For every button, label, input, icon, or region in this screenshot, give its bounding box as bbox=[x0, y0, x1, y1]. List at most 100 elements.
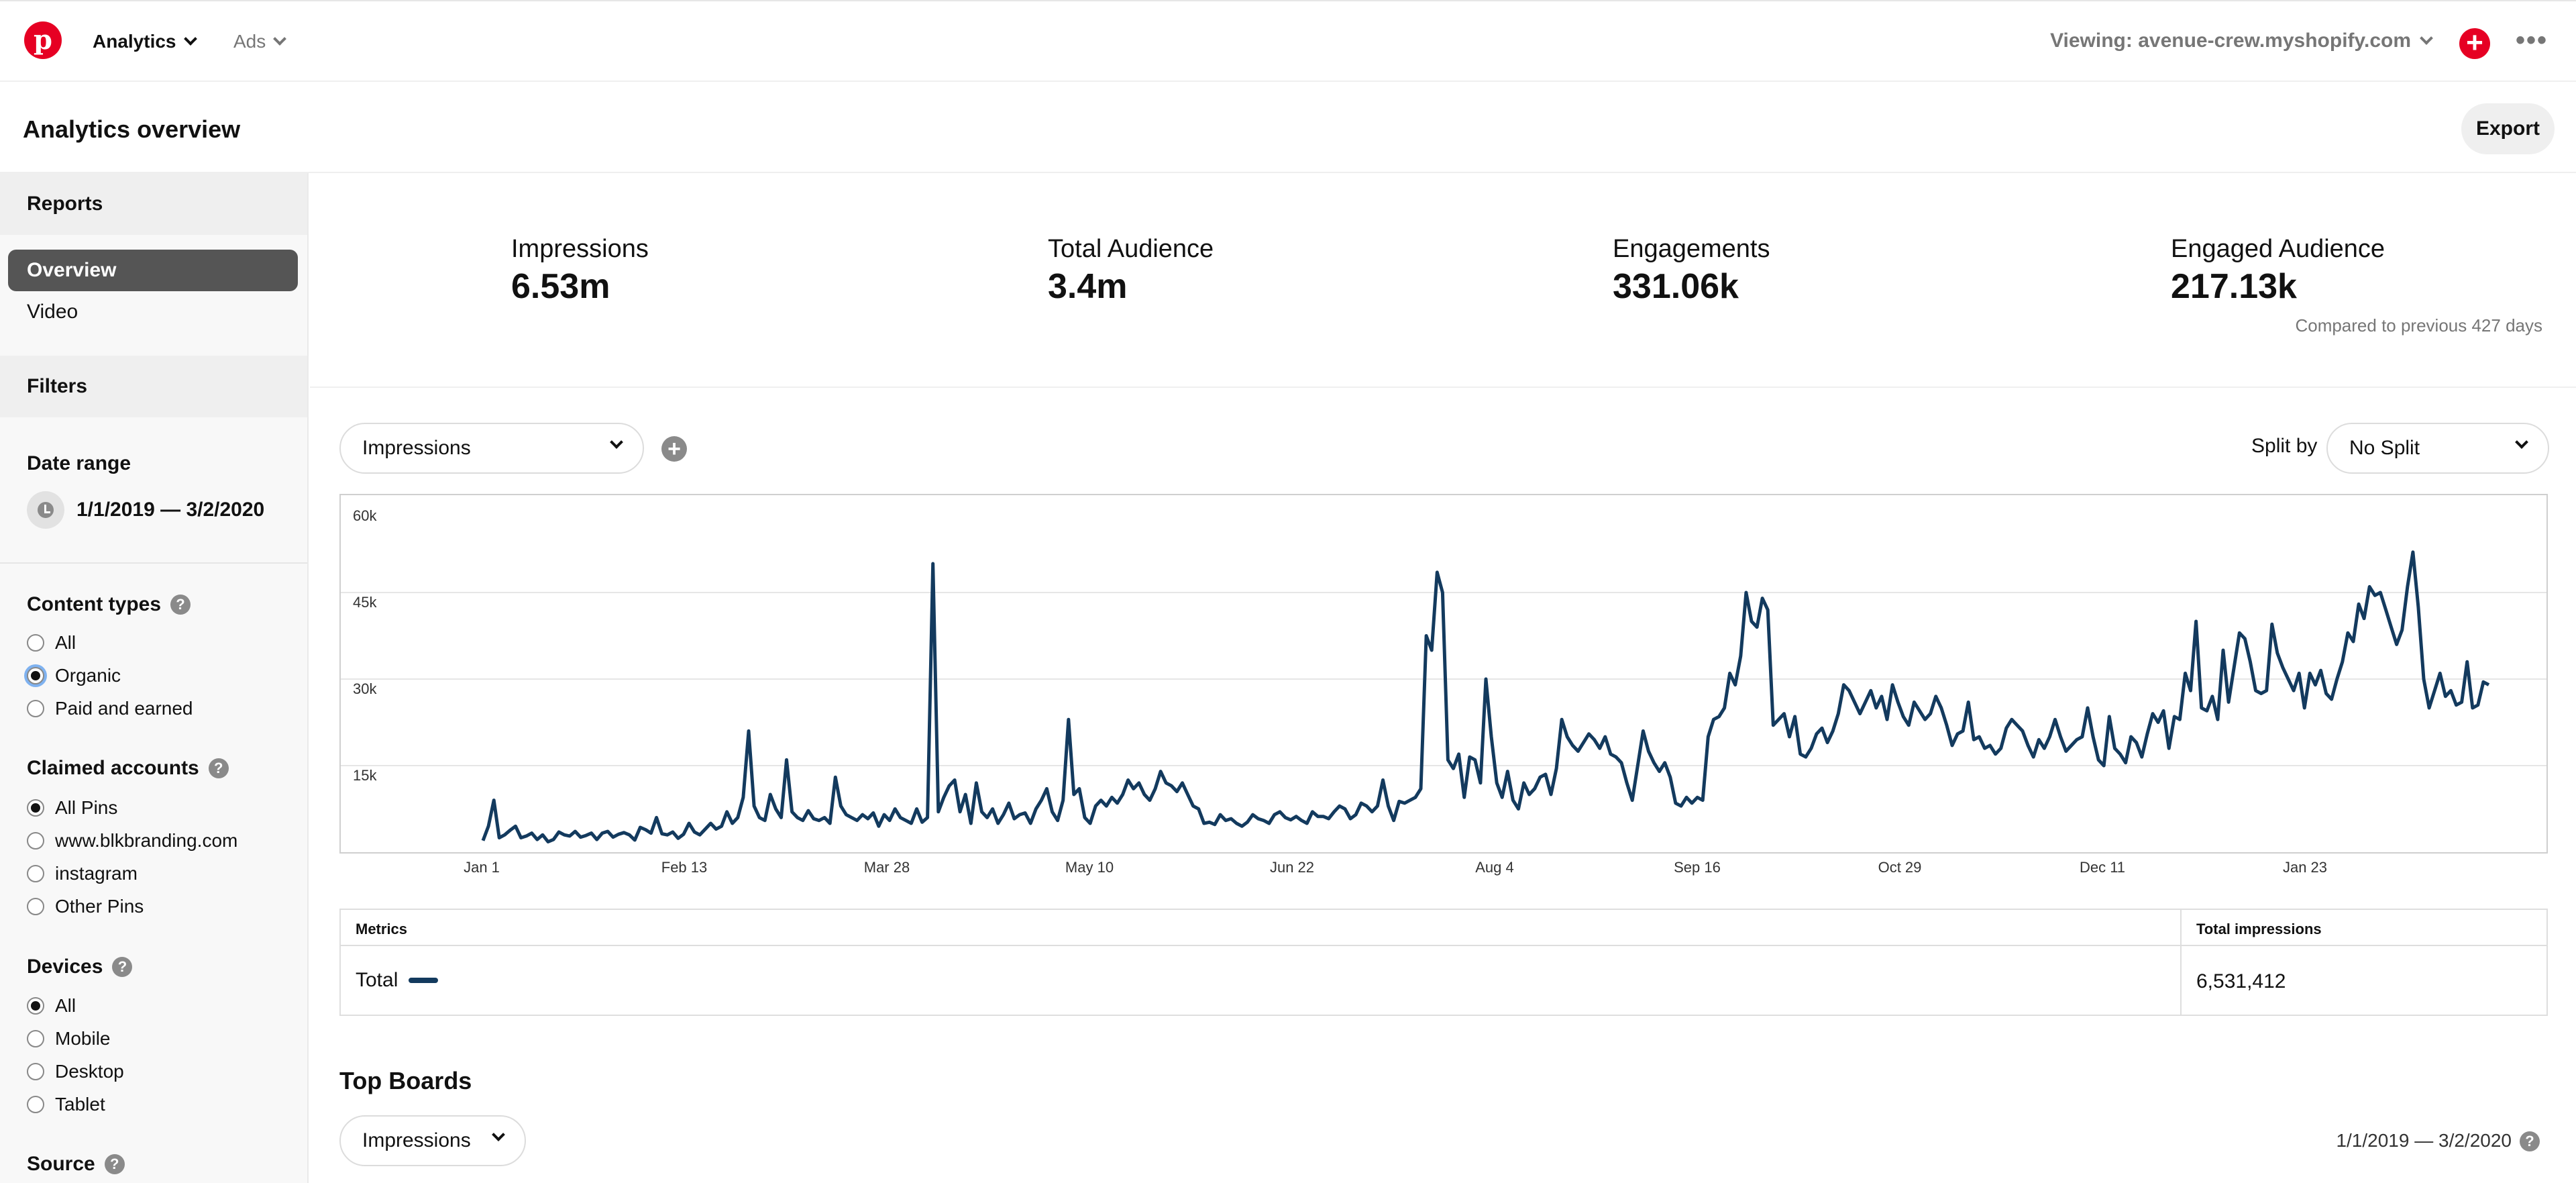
sidebar: Reports Overview Video Filters Date rang… bbox=[0, 173, 309, 1183]
date-range-value: 1/1/2019 — 3/2/2020 bbox=[76, 499, 265, 521]
chevron-down-icon bbox=[492, 1128, 505, 1141]
impressions-chart-svg: 60k 45k 30k 15k bbox=[341, 507, 2546, 843]
ads-menu-label: Ads bbox=[233, 31, 266, 52]
more-options-button[interactable]: ••• bbox=[2516, 25, 2548, 56]
radio-button[interactable] bbox=[27, 634, 44, 652]
filters-heading: Filters bbox=[0, 356, 307, 417]
device-mobile[interactable]: Mobile bbox=[27, 1028, 110, 1049]
top-nav: p Analytics Ads Viewing: avenue-crew.mys… bbox=[0, 0, 2576, 82]
row-total-value: 6,531,412 bbox=[2196, 970, 2286, 992]
metric-select[interactable]: Impressions bbox=[339, 423, 644, 474]
ads-menu[interactable]: Ads bbox=[233, 31, 287, 52]
content-type-organic[interactable]: Organic bbox=[27, 665, 121, 686]
stat-value: 6.53m bbox=[511, 267, 610, 306]
claimed-account-blkbranding[interactable]: www.blkbranding.com bbox=[27, 830, 237, 852]
help-icon[interactable]: ? bbox=[112, 957, 133, 977]
impressions-chart: 60k 45k 30k 15k bbox=[339, 494, 2548, 854]
x-tick-label: Feb 13 bbox=[661, 859, 708, 876]
table-header: Metrics Total impressions bbox=[341, 910, 2546, 946]
help-icon[interactable]: ? bbox=[2520, 1131, 2540, 1151]
row-total: Total bbox=[356, 969, 439, 992]
col-metrics: Metrics bbox=[356, 921, 408, 937]
split-by-label: Split by bbox=[2251, 435, 2318, 457]
radio-button[interactable] bbox=[27, 865, 44, 882]
help-icon[interactable]: ? bbox=[208, 758, 229, 778]
stat-value: 217.13k bbox=[2171, 267, 2297, 306]
device-tablet[interactable]: Tablet bbox=[27, 1094, 105, 1115]
top-boards-metric-select[interactable]: Impressions bbox=[339, 1115, 526, 1166]
y-tick-label: 60k bbox=[353, 507, 377, 524]
viewing-label: Viewing: avenue-crew.myshopify.com bbox=[2050, 30, 2411, 52]
content-type-all[interactable]: All bbox=[27, 632, 76, 654]
device-all[interactable]: All bbox=[27, 995, 76, 1017]
analytics-menu[interactable]: Analytics bbox=[93, 31, 197, 52]
date-range-picker[interactable]: 1/1/2019 — 3/2/2020 bbox=[27, 491, 264, 529]
top-boards-title: Top Boards bbox=[339, 1067, 472, 1094]
ellipsis-icon: ••• bbox=[2516, 25, 2548, 55]
stat-value: 331.06k bbox=[1613, 267, 1739, 306]
help-icon[interactable]: ? bbox=[170, 595, 191, 615]
viewing-account-switcher[interactable]: Viewing: avenue-crew.myshopify.com bbox=[2050, 30, 2433, 52]
radio-button[interactable] bbox=[27, 832, 44, 850]
x-tick-label: Sep 16 bbox=[1674, 859, 1721, 876]
device-desktop[interactable]: Desktop bbox=[27, 1061, 124, 1082]
compared-note: Compared to previous 427 days bbox=[2295, 315, 2542, 336]
x-tick-label: May 10 bbox=[1065, 859, 1114, 876]
plus-icon: + bbox=[2466, 26, 2483, 59]
sidebar-item-video[interactable]: Video bbox=[27, 301, 78, 323]
split-select-value: No Split bbox=[2349, 437, 2420, 459]
stat-value: 3.4m bbox=[1048, 267, 1128, 306]
help-icon[interactable]: ? bbox=[104, 1154, 125, 1174]
top-boards-date-range: 1/1/2019 — 3/2/2020 bbox=[2336, 1130, 2512, 1151]
chevron-down-icon bbox=[610, 435, 623, 449]
pinterest-logo-icon[interactable]: p bbox=[24, 21, 62, 59]
stat-impressions: Impressions 6.53m bbox=[511, 235, 649, 307]
analytics-menu-label: Analytics bbox=[93, 31, 176, 52]
x-tick-label: Jan 1 bbox=[464, 859, 500, 876]
create-button[interactable]: + bbox=[2459, 28, 2490, 59]
metrics-table: Metrics Total impressions Total 6,531,41… bbox=[339, 909, 2548, 1016]
x-tick-label: Aug 4 bbox=[1475, 859, 1514, 876]
radio-button[interactable] bbox=[27, 1063, 44, 1080]
top-boards-select-value: Impressions bbox=[362, 1129, 471, 1151]
stat-label: Engaged Audience bbox=[2171, 235, 2385, 263]
chevron-down-icon bbox=[273, 32, 287, 46]
add-metric-button[interactable]: + bbox=[661, 436, 687, 462]
col-total-impressions: Total impressions bbox=[2196, 921, 2322, 937]
chevron-down-icon bbox=[183, 32, 197, 46]
split-select[interactable]: No Split bbox=[2326, 423, 2549, 474]
claimed-account-all-pins[interactable]: All Pins bbox=[27, 797, 117, 819]
y-tick-label: 15k bbox=[353, 767, 377, 784]
source-label: Source ? bbox=[27, 1153, 125, 1176]
table-row: Total 6,531,412 bbox=[341, 946, 2546, 1016]
stat-label: Engagements bbox=[1613, 235, 1770, 263]
radio-button[interactable] bbox=[27, 1030, 44, 1047]
stat-engaged-audience: Engaged Audience 217.13k bbox=[2171, 235, 2385, 307]
divider bbox=[0, 562, 307, 564]
clock-icon bbox=[27, 491, 64, 529]
export-button[interactable]: Export bbox=[2461, 103, 2555, 154]
stat-total-audience: Total Audience 3.4m bbox=[1048, 235, 1214, 307]
radio-button[interactable] bbox=[27, 799, 44, 817]
claimed-account-instagram[interactable]: instagram bbox=[27, 863, 138, 884]
content-type-paid-and-earned[interactable]: Paid and earned bbox=[27, 698, 193, 719]
radio-button[interactable] bbox=[27, 898, 44, 915]
page-header: Analytics overview Export bbox=[0, 82, 2576, 173]
date-range-label: Date range bbox=[27, 452, 131, 474]
claimed-accounts-label: Claimed accounts ? bbox=[27, 757, 229, 780]
reports-heading: Reports bbox=[0, 173, 307, 235]
x-tick-label: Mar 28 bbox=[863, 859, 910, 876]
radio-button[interactable] bbox=[27, 997, 44, 1015]
claimed-account-other-pins[interactable]: Other Pins bbox=[27, 896, 144, 917]
content-types-label: Content types ? bbox=[27, 593, 191, 616]
radio-button[interactable] bbox=[27, 667, 44, 684]
page-title: Analytics overview bbox=[23, 115, 241, 143]
radio-button[interactable] bbox=[27, 1096, 44, 1113]
radio-button[interactable] bbox=[27, 700, 44, 717]
chevron-down-icon bbox=[2515, 435, 2528, 449]
sidebar-item-overview[interactable]: Overview bbox=[8, 250, 298, 291]
metric-select-value: Impressions bbox=[362, 437, 471, 459]
stat-engagements: Engagements 331.06k bbox=[1613, 235, 1770, 307]
y-tick-label: 30k bbox=[353, 680, 377, 697]
stat-label: Total Audience bbox=[1048, 235, 1214, 263]
